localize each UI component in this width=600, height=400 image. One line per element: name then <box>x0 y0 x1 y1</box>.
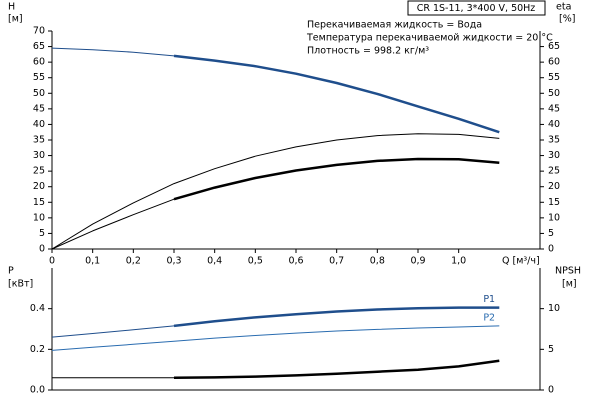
curve <box>51 47 175 57</box>
y-tick-label: 30 <box>33 150 45 161</box>
x-axis-label: Q [м³/ч] <box>502 256 540 267</box>
y2-tick-label: 60 <box>548 57 560 68</box>
annotation: Перекачиваемая жидкость = Вода <box>307 20 482 31</box>
y2-axis-unit: [%] <box>559 14 575 25</box>
y-tick-label: 25 <box>33 166 45 177</box>
curve <box>51 133 500 250</box>
y-tick-label: 55 <box>33 72 45 83</box>
y2-axis-label: eta <box>556 2 571 13</box>
curve-label: P2 <box>483 312 495 323</box>
y2-tick-label: 65 <box>548 41 560 52</box>
y-axis-label: P <box>8 266 14 277</box>
x-tick-label: 0,7 <box>329 256 344 267</box>
y2-tick-label: 40 <box>548 119 560 130</box>
y-tick-label: 0.0 <box>30 385 45 396</box>
y2-tick-label: 10 <box>548 212 560 223</box>
curve <box>51 325 500 351</box>
y2-tick-label: 50 <box>548 88 560 99</box>
y2-tick-label: 0 <box>548 244 554 255</box>
y-axis-unit: [м] <box>8 14 23 25</box>
x-tick-label: 1,0 <box>451 256 466 267</box>
y2-tick-label: 10 <box>548 303 560 314</box>
title-box <box>407 0 546 16</box>
y2-tick-label: 35 <box>548 135 560 146</box>
x-tick-label: 0 <box>49 256 55 267</box>
curve <box>173 157 500 201</box>
y2-axis-label: NPSH <box>555 266 581 277</box>
annotation: Температура перекачиваемой жидкости = 20… <box>306 33 553 44</box>
y2-tick-label: 20 <box>548 181 560 192</box>
x-tick-label: 0,2 <box>126 256 141 267</box>
y-tick-label: 65 <box>33 41 45 52</box>
box-title: CR 1S-11, 3*400 V, 50Hz <box>417 3 536 14</box>
y2-axis-unit: [м] <box>562 279 577 290</box>
x-tick-label: 0,4 <box>207 256 222 267</box>
x-tick-label: 0,6 <box>288 256 303 267</box>
y2-tick-label: 45 <box>548 103 560 114</box>
y2-tick-label: 25 <box>548 166 560 177</box>
y-axis-label: H <box>8 2 15 13</box>
y2-tick-label: 0 <box>548 385 554 396</box>
x-tick-label: 0,3 <box>166 256 181 267</box>
y2-tick-label: 5 <box>548 344 554 355</box>
y-tick-label: 20 <box>33 181 45 192</box>
curve <box>51 198 175 250</box>
y-tick-label: 0 <box>39 244 45 255</box>
annotation: Плотность = 998.2 кг/м³ <box>307 46 429 57</box>
y-tick-label: 70 <box>33 26 45 37</box>
y-tick-label: 60 <box>33 57 45 68</box>
y-tick-label: 15 <box>33 197 45 208</box>
y-axis-unit: [кВт] <box>8 279 33 290</box>
x-tick-label: 0,1 <box>85 256 100 267</box>
curve <box>173 306 500 328</box>
y2-tick-label: 5 <box>548 228 554 239</box>
y2-tick-label: 30 <box>548 150 560 161</box>
curve <box>173 54 500 134</box>
curve <box>51 325 175 338</box>
x-tick-label: 0,9 <box>410 256 425 267</box>
y-tick-label: 40 <box>33 119 45 130</box>
y2-tick-label: 55 <box>548 72 560 83</box>
y-tick-label: 45 <box>33 103 45 114</box>
y-tick-label: 0.2 <box>30 344 45 355</box>
y-tick-label: 5 <box>39 228 45 239</box>
y-tick-label: 10 <box>33 212 45 223</box>
y-tick-label: 35 <box>33 135 45 146</box>
y2-tick-label: 15 <box>548 197 560 208</box>
y-tick-label: 50 <box>33 88 45 99</box>
curve <box>173 359 500 380</box>
curve-label: P1 <box>483 294 495 305</box>
x-tick-label: 0,5 <box>248 256 263 267</box>
x-tick-label: 0,8 <box>370 256 385 267</box>
y-tick-label: 0.4 <box>30 303 45 314</box>
